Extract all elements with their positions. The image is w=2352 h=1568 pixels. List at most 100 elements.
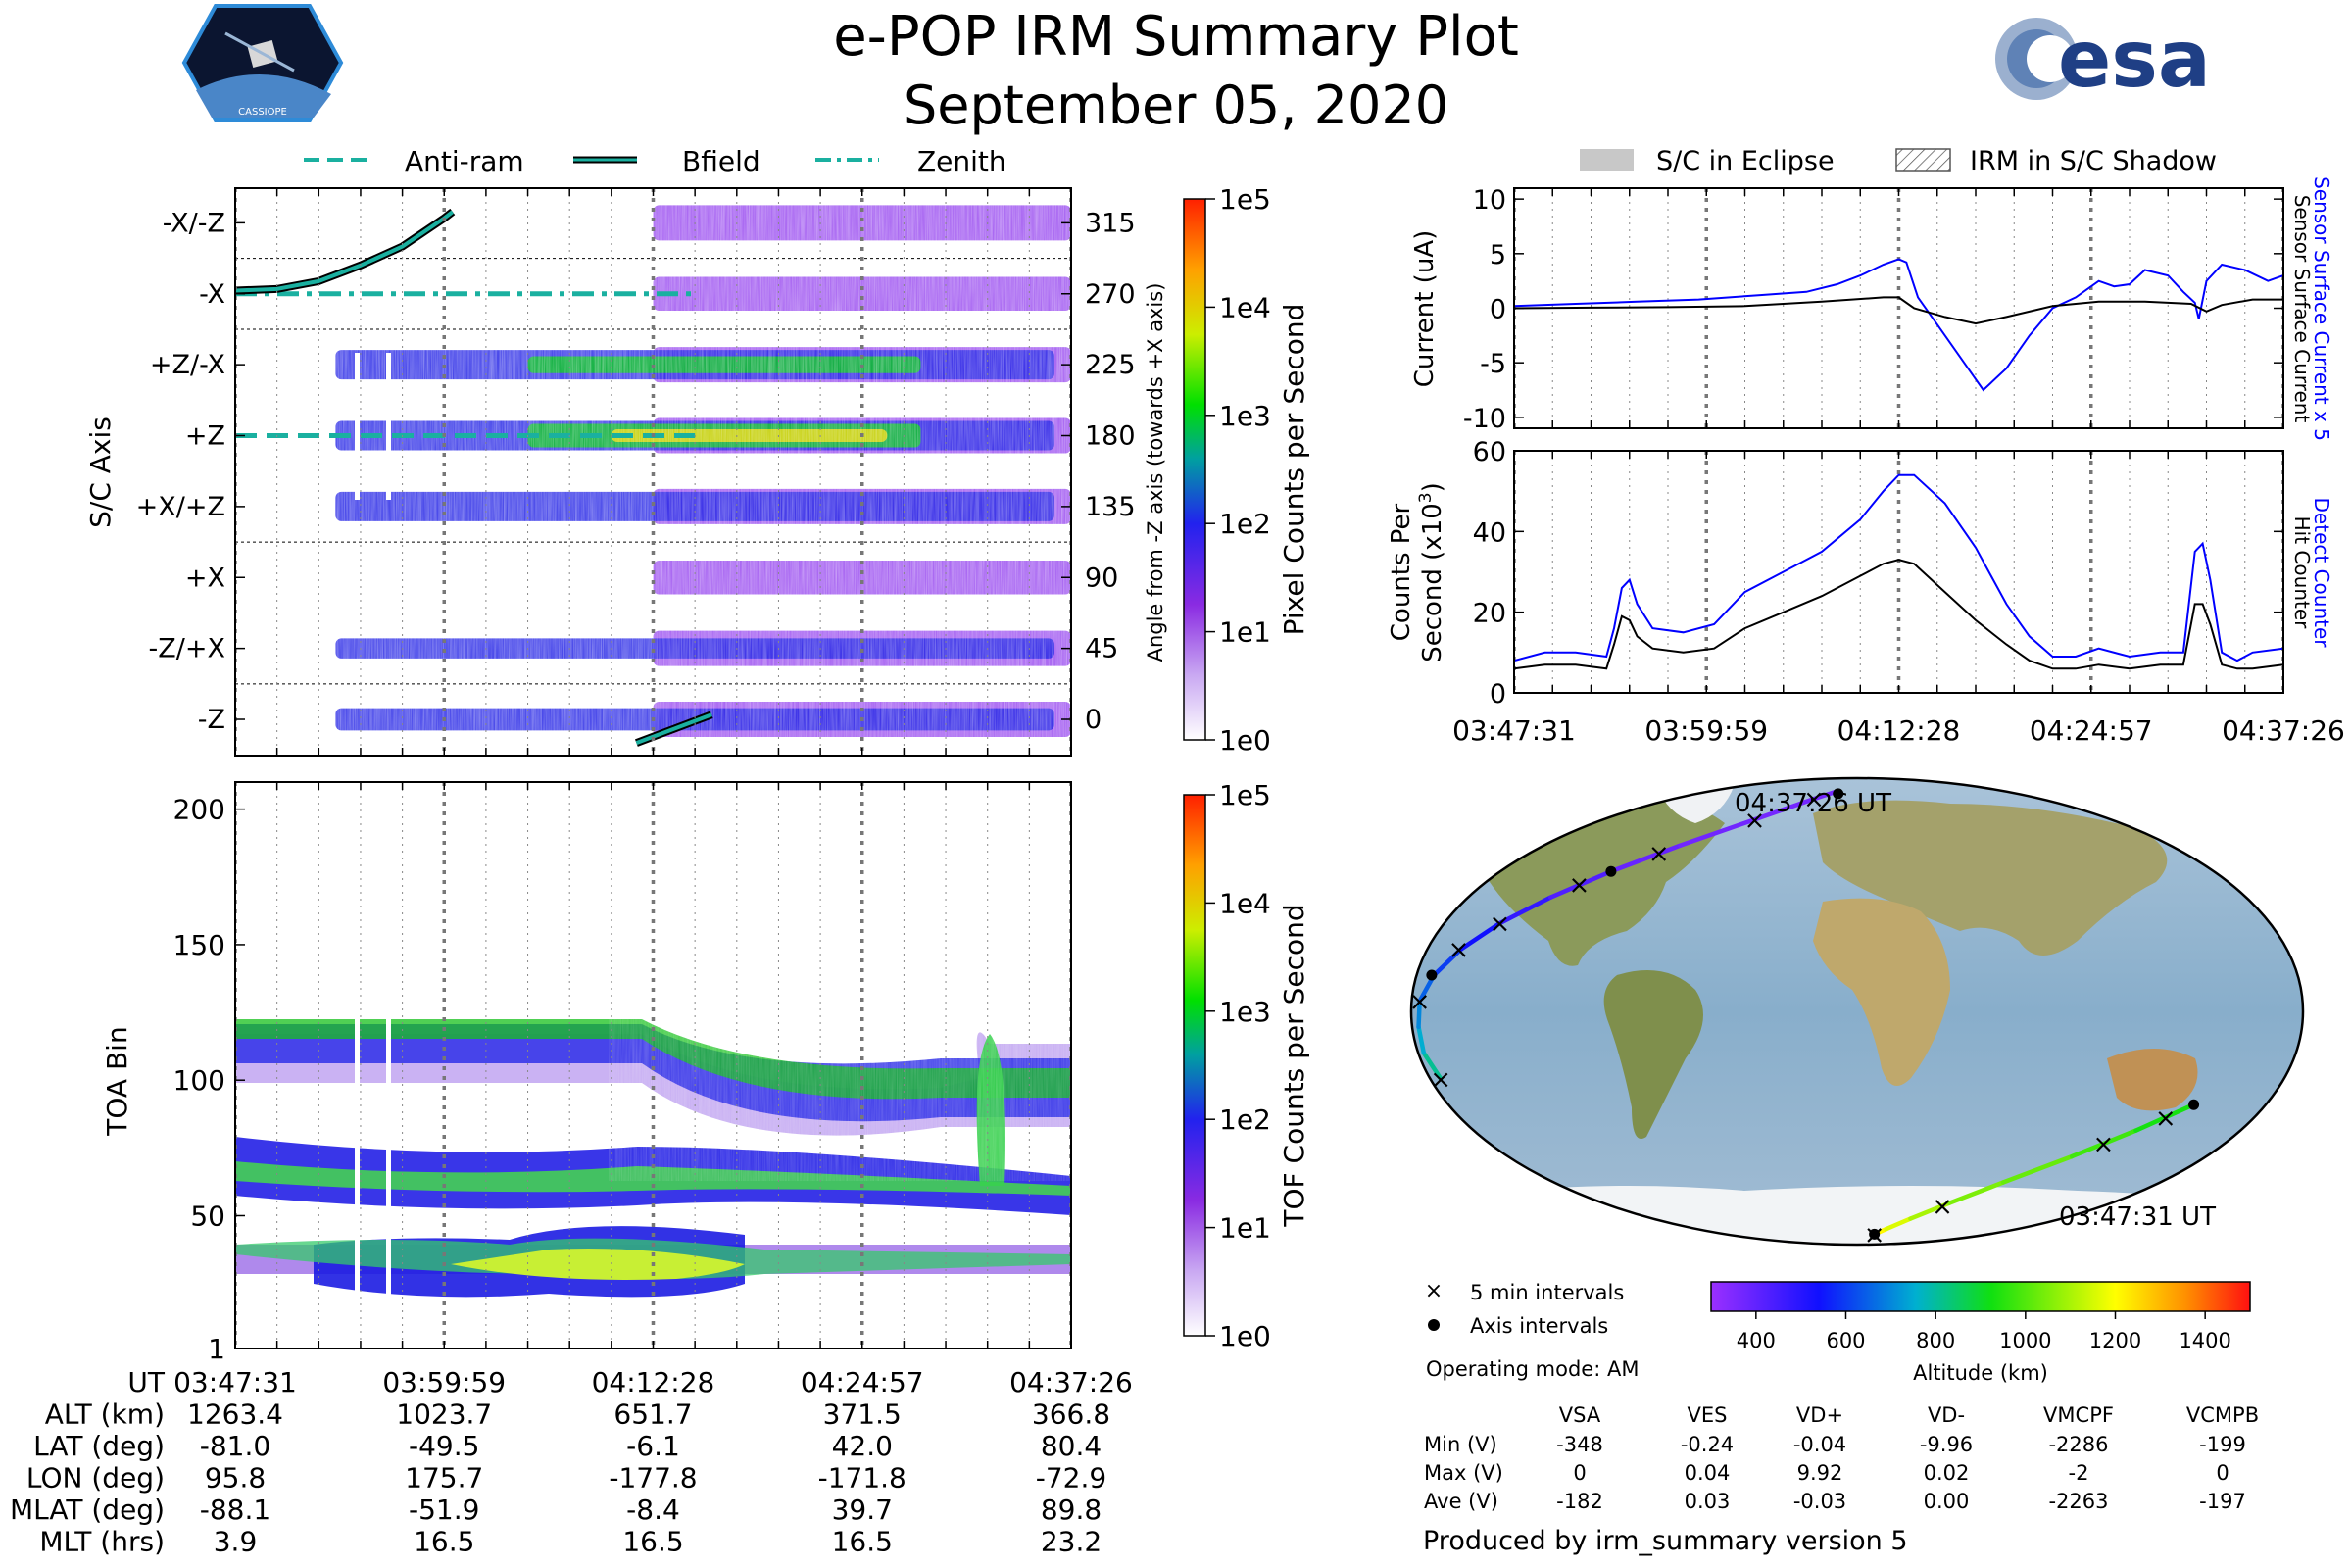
orbit-cell: -49.5: [409, 1430, 479, 1462]
plot-date: September 05, 2020: [904, 74, 1448, 136]
colorbar-tick-label: 1e5: [1219, 779, 1271, 811]
time-tick-label: 03:47:31: [1452, 714, 1576, 747]
shadow-label: IRM in S/C Shadow: [1970, 146, 2217, 176]
y-tick-label: 40: [1473, 517, 1506, 548]
voltage-header: VSA: [1559, 1403, 1601, 1427]
axis-marker: [1869, 1228, 1881, 1240]
axis-marker-swatch: [1428, 1319, 1440, 1331]
y-tick-label: -5: [1480, 349, 1506, 379]
colorbar-tick-label: 1e0: [1219, 724, 1271, 757]
voltage-cell: -2: [2069, 1461, 2089, 1485]
colorbar-tick-label: 1e0: [1219, 1320, 1271, 1352]
interval-marker-swatch: ×: [1425, 1279, 1443, 1303]
colorbar-tick-label: 1e5: [1219, 183, 1271, 216]
ground-track-map: ×××××××××××× 04:37:26 UT 03:47:31 UT: [1409, 776, 2305, 1250]
time-tick-label: 03:59:59: [1644, 714, 1768, 747]
toa-tick-label: 100: [173, 1064, 225, 1097]
toa-tick-label: 200: [173, 794, 225, 826]
time-tick-label: 03:59:59: [382, 1366, 506, 1398]
axis-tick-label: +Z/-X: [150, 350, 225, 380]
interval-marker: ×: [1489, 909, 1510, 939]
angle-tick-label: 180: [1085, 421, 1136, 452]
current-ylabel: Current (uA): [1410, 230, 1440, 387]
voltage-cell: -2286: [2048, 1433, 2108, 1456]
colorbar-tick-label: 1e4: [1219, 291, 1271, 323]
orbit-cell: 95.8: [205, 1462, 266, 1494]
altitude-tick-label: 600: [1826, 1329, 1865, 1352]
current-right-label-black: Sensor Surface Current: [2290, 195, 2314, 423]
black-trace: [1514, 296, 2283, 325]
esa-logo: esa: [1995, 14, 2211, 105]
data-gap: [355, 1019, 360, 1313]
track-marks: ××××××××××××: [1409, 785, 2200, 1250]
voltage-header: VD-: [1928, 1403, 1965, 1427]
orbit-cell: 3.9: [214, 1526, 258, 1558]
toa-tick-label: 150: [173, 929, 225, 961]
operating-mode: Operating mode: AM: [1426, 1357, 1639, 1381]
y-tick-label: 0: [1490, 295, 1506, 325]
orbit-cell: -72.9: [1036, 1462, 1106, 1494]
time-tick-label: 04:24:57: [801, 1366, 924, 1398]
cassiope-logo: CASSIOPE: [181, 4, 344, 122]
orbit-cell: 16.5: [414, 1526, 474, 1558]
blue-trace: [1514, 473, 2283, 662]
altitude-tick-label: 1400: [2179, 1329, 2230, 1352]
axis-tick-label: -Z/+X: [149, 634, 225, 664]
altitude-tick-label: 400: [1737, 1329, 1776, 1352]
orbit-cell: 42.0: [832, 1430, 893, 1462]
counts-right-label-black: Hit Counter: [2290, 516, 2314, 629]
ground-track-segment: [1946, 1180, 2006, 1205]
counts-ylabel-line2: Second (x103): [1416, 482, 1447, 662]
orbit-row-label: MLT (hrs): [39, 1526, 165, 1558]
ground-track-segment: [2133, 1102, 2196, 1133]
interval-marker: ×: [1744, 806, 1766, 835]
voltage-cell: -0.03: [1793, 1490, 1846, 1513]
orbit-cell: 16.5: [832, 1526, 893, 1558]
orbit-cell: -88.1: [200, 1494, 270, 1526]
axis-tick-label: -X/-Z: [163, 208, 225, 238]
altitude-colorbar: 400 600 800 1000 1200 1400 Altitude (km): [1710, 1281, 2251, 1385]
angle-tick-label: 270: [1085, 279, 1136, 310]
time-tick-label: 03:47:31: [173, 1366, 297, 1398]
angle-tick-label: 315: [1085, 208, 1136, 238]
axis-tick-label: -Z: [198, 705, 225, 735]
ground-track-segment: [1432, 947, 1464, 978]
ground-track-segment: [1678, 817, 1757, 849]
pixel-spectrogram: -X/-Z 315 -X 270 +Z/-X 225 +Z 180 +X/+Z 135 +X 90 -Z…: [84, 187, 1167, 757]
interval-marker: ×: [2155, 1103, 2177, 1133]
voltage-row-label: Ave (V): [1424, 1490, 1498, 1513]
axis-marker: [1605, 865, 1617, 877]
orbit-cell: 651.7: [613, 1398, 692, 1431]
time-tick-label: 04:12:28: [1838, 714, 1961, 747]
colorbar-tick-label: 1e3: [1219, 996, 1271, 1028]
pixel-ylabel: S/C Axis: [84, 416, 117, 528]
altitude-tick-label: 1000: [1999, 1329, 2051, 1352]
altitude-colorbar-label: Altitude (km): [1913, 1361, 2048, 1385]
orbit-row-label: ALT (km): [45, 1398, 165, 1431]
ground-track-segment: [1752, 796, 1817, 822]
orbit-row-label: UT: [127, 1366, 165, 1398]
voltage-cell: -2263: [2048, 1490, 2108, 1513]
voltage-cell: 0.00: [1924, 1490, 1970, 1513]
ground-track-segment: [2000, 1153, 2075, 1185]
time-tick-label: 04:24:57: [2030, 714, 2153, 747]
shadow-swatch: [1895, 148, 1951, 172]
voltage-cell: -0.24: [1681, 1433, 1734, 1456]
orbit-cell: 16.5: [622, 1526, 683, 1558]
eclipse-legend: S/C in Eclipse IRM in S/C Shadow: [1580, 146, 2217, 176]
colorbar-tick-label: 1e3: [1219, 400, 1271, 432]
voltage-row-label: Max (V): [1424, 1461, 1503, 1485]
time-tick-label: 04:37:26: [1009, 1366, 1133, 1398]
pixel-ylabel-right: Angle from -Z axis (towards +X axis): [1144, 283, 1167, 662]
colorbar-tick-label: 1e1: [1219, 1212, 1271, 1245]
y-tick-label: -10: [1463, 404, 1506, 434]
altitude-tick-label: 800: [1916, 1329, 1955, 1352]
voltage-cell: 0: [1573, 1461, 1586, 1485]
toa-spectrogram: 03:47:31 03:59:59 04:12:28 04:24:57 04:37:26…: [101, 781, 1133, 1398]
south-america: [1603, 970, 1703, 1139]
colorbar-tick-label: 1e2: [1219, 1103, 1271, 1136]
y-tick-label: 5: [1490, 240, 1506, 270]
ground-track-segment: [2069, 1128, 2138, 1159]
esa-logo-text: esa: [2058, 14, 2211, 105]
angle-tick-label: 0: [1085, 705, 1102, 735]
